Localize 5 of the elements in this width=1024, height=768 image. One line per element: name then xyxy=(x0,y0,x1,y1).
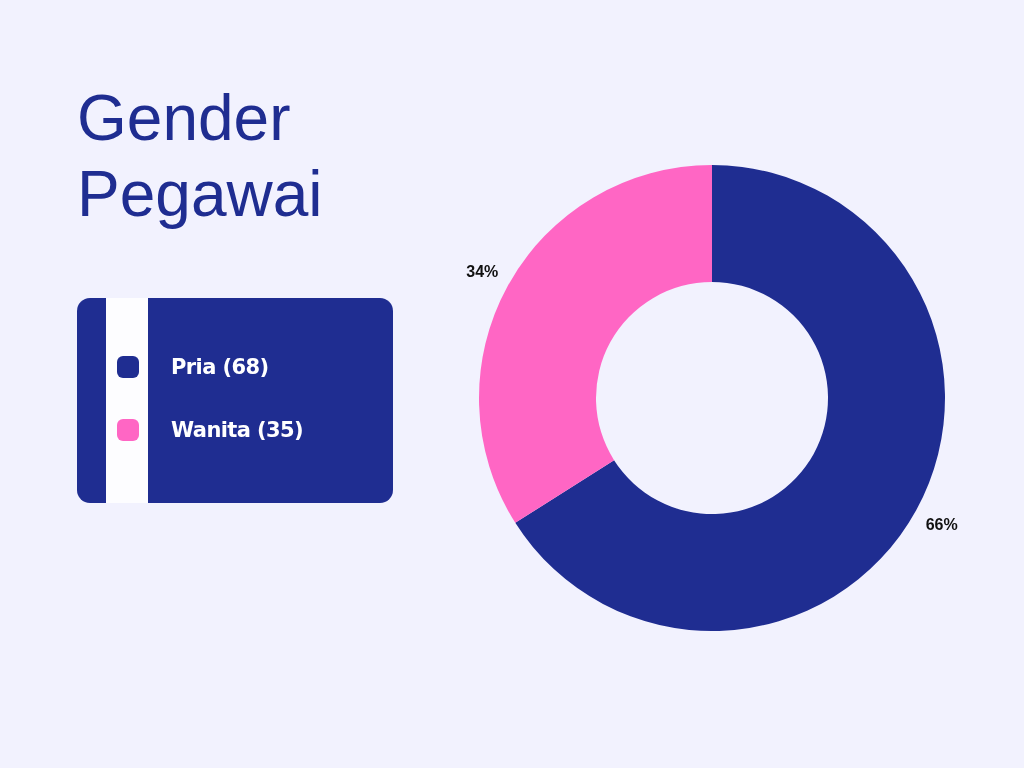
data-label: 34% xyxy=(466,263,499,281)
legend-label: Wanita (35) xyxy=(171,418,304,443)
legend-label: Pria (68) xyxy=(171,355,269,380)
chart-title: Gender Pegawai xyxy=(77,82,323,230)
data-label: 66% xyxy=(925,515,958,533)
